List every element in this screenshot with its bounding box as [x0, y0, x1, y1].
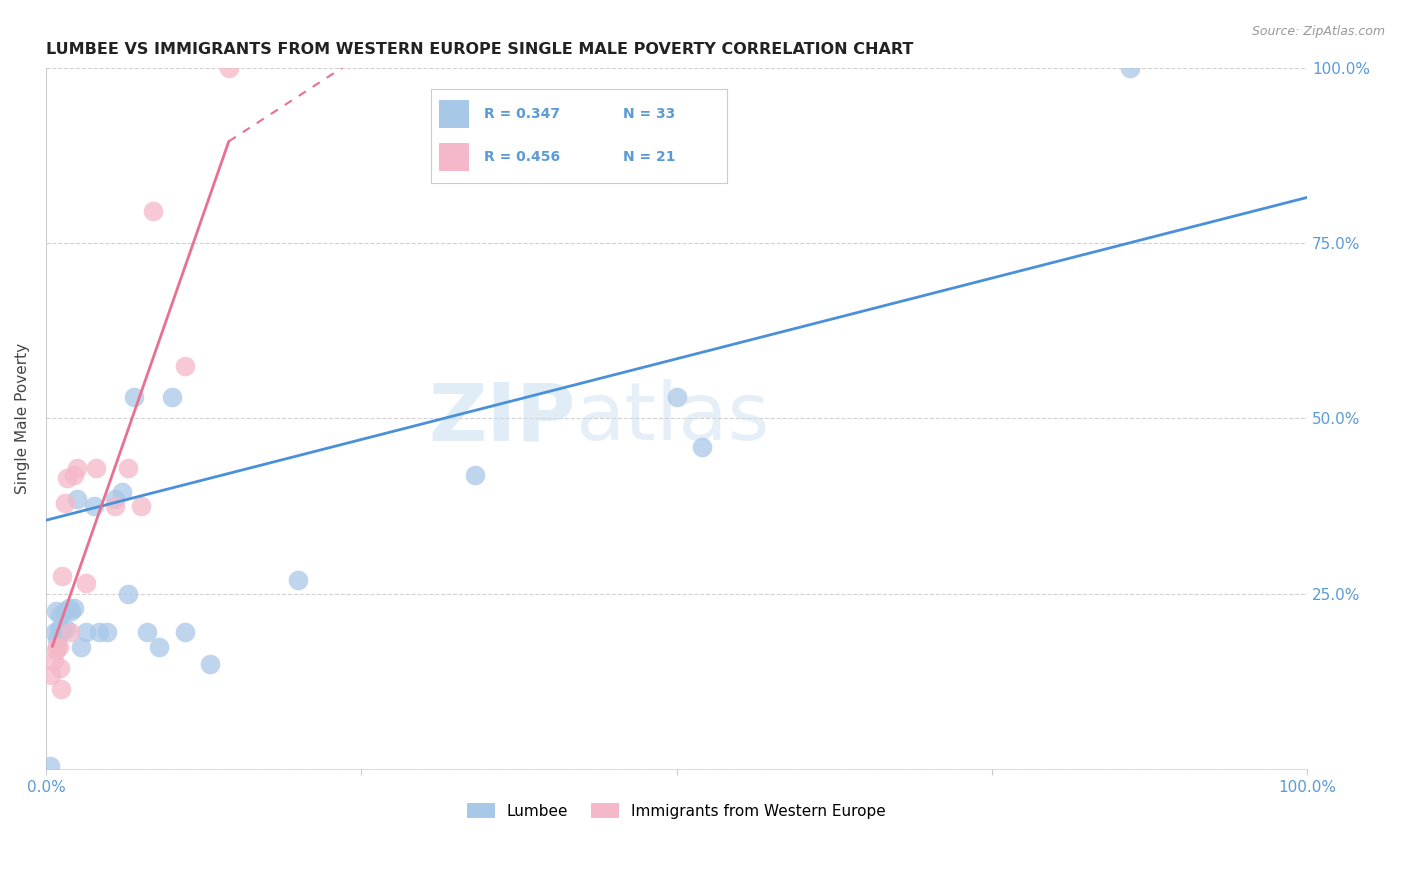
- Point: [66, 460, 89, 475]
- Point: [142, 204, 165, 219]
- Point: [62, 467, 84, 482]
- Point: [690, 440, 713, 454]
- Point: [49, 660, 72, 674]
- Point: [117, 460, 139, 475]
- Point: [46, 640, 69, 654]
- Text: ZIP: ZIP: [429, 379, 575, 458]
- Point: [287, 573, 309, 587]
- Point: [42, 654, 65, 668]
- Point: [53, 496, 76, 510]
- Point: [665, 391, 688, 405]
- Point: [96, 625, 118, 640]
- Point: [70, 640, 93, 654]
- Point: [56, 471, 79, 485]
- Point: [129, 499, 152, 513]
- Point: [104, 492, 127, 507]
- Point: [160, 391, 183, 405]
- Point: [1119, 61, 1142, 75]
- Text: Source: ZipAtlas.com: Source: ZipAtlas.com: [1251, 25, 1385, 38]
- Point: [58, 601, 80, 615]
- Point: [198, 657, 221, 671]
- Point: [59, 625, 82, 640]
- Point: [55, 622, 77, 636]
- Point: [86, 460, 108, 475]
- Legend: Lumbee, Immigrants from Western Europe: Lumbee, Immigrants from Western Europe: [461, 797, 891, 825]
- Point: [66, 492, 89, 507]
- Point: [51, 622, 73, 636]
- Point: [39, 667, 62, 681]
- Point: [148, 640, 170, 654]
- Point: [45, 604, 67, 618]
- Point: [173, 625, 195, 640]
- Y-axis label: Single Male Poverty: Single Male Poverty: [15, 343, 30, 494]
- Point: [104, 499, 127, 513]
- Text: LUMBEE VS IMMIGRANTS FROM WESTERN EUROPE SINGLE MALE POVERTY CORRELATION CHART: LUMBEE VS IMMIGRANTS FROM WESTERN EUROPE…: [46, 42, 914, 57]
- Point: [48, 622, 70, 636]
- Point: [135, 625, 157, 640]
- Point: [83, 499, 105, 513]
- Point: [49, 607, 72, 622]
- Point: [46, 632, 69, 647]
- Point: [117, 587, 139, 601]
- Point: [173, 359, 195, 373]
- Point: [75, 576, 97, 591]
- Point: [111, 485, 134, 500]
- Point: [49, 681, 72, 696]
- Point: [45, 643, 67, 657]
- Point: [48, 640, 70, 654]
- Point: [218, 61, 240, 75]
- Point: [122, 391, 145, 405]
- Point: [75, 625, 97, 640]
- Point: [60, 604, 83, 618]
- Point: [38, 759, 60, 773]
- Point: [44, 625, 66, 640]
- Text: atlas: atlas: [575, 379, 770, 458]
- Point: [464, 467, 486, 482]
- Point: [49, 625, 72, 640]
- Point: [53, 604, 76, 618]
- Point: [62, 601, 84, 615]
- Point: [51, 569, 73, 583]
- Point: [87, 625, 110, 640]
